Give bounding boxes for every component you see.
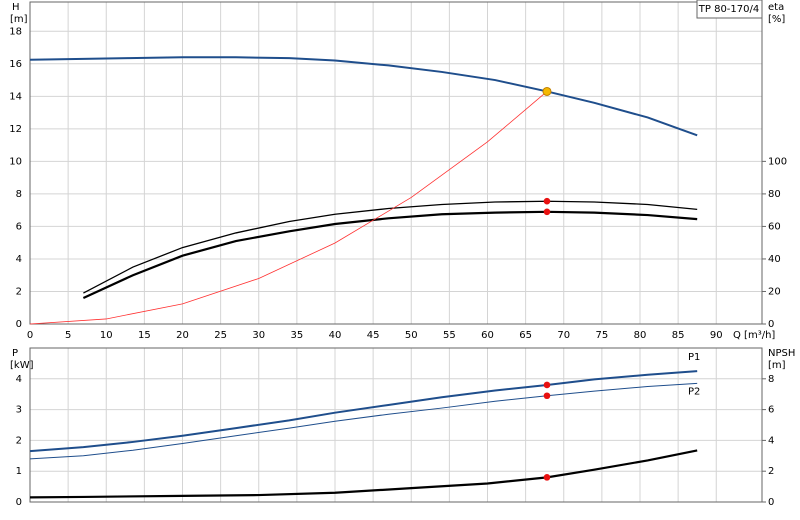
y-tick-label: 4: [16, 254, 22, 265]
y-axis-unit: [kW]: [10, 360, 34, 371]
y-tick-label: 0: [16, 319, 22, 330]
y2-tick-label: 20: [768, 286, 781, 297]
operating-point: [543, 381, 551, 389]
operating-point: [543, 208, 551, 216]
x-tick-label: 60: [481, 330, 494, 341]
x-tick-label: 50: [405, 330, 418, 341]
y2-axis-label: eta: [768, 2, 784, 13]
x-tick-label: 5: [65, 330, 71, 341]
y-tick-label: 8: [16, 189, 22, 200]
y-tick-label: 2: [16, 286, 22, 297]
y2-tick-label: 0: [768, 319, 774, 330]
y-tick-label: 14: [9, 91, 22, 102]
y-tick-label: 12: [9, 124, 22, 135]
y-tick-label: 2: [16, 435, 22, 446]
curve: [29, 449, 698, 499]
operating-point: [543, 474, 551, 481]
curve: [29, 382, 698, 460]
curve: [29, 91, 548, 325]
x-tick-label: 35: [291, 330, 304, 341]
x-tick-label: 30: [252, 330, 265, 341]
x-tick-label: 45: [367, 330, 380, 341]
curve: [83, 200, 698, 294]
y-tick-label: 6: [16, 221, 22, 232]
y-tick-label: 10: [9, 156, 22, 167]
operating-point: [542, 86, 552, 96]
x-tick-label: 80: [634, 330, 647, 341]
y2-tick-label: 80: [768, 189, 781, 200]
x-tick-label: 10: [100, 330, 113, 341]
y-tick-label: 16: [9, 59, 22, 70]
legend-label: P2: [688, 386, 700, 397]
y2-tick-label: 8: [768, 374, 774, 385]
x-tick-label: 20: [176, 330, 189, 341]
y2-axis-unit: [%]: [768, 14, 785, 25]
y-tick-label: 0: [16, 497, 22, 508]
y2-axis-unit: [m]: [768, 360, 786, 371]
curve: [29, 370, 698, 453]
curve: [29, 56, 698, 137]
title-box: [696, 0, 763, 19]
x-tick-label: 15: [138, 330, 151, 341]
y2-tick-label: 100: [768, 156, 787, 167]
operating-point: [543, 197, 551, 205]
y-axis-label: H: [12, 2, 20, 13]
plot-frame: [29, 1, 763, 325]
x-tick-label: 0: [27, 330, 33, 341]
y2-tick-label: 40: [768, 254, 781, 265]
curve: [82, 210, 698, 299]
plot-frame: [29, 347, 763, 503]
x-tick-label: 40: [329, 330, 342, 341]
x-tick-label: 25: [214, 330, 227, 341]
y2-tick-label: 60: [768, 221, 781, 232]
legend-label: P1: [688, 352, 700, 363]
y2-tick-label: 2: [768, 466, 774, 477]
x-tick-label: 90: [710, 330, 723, 341]
y-axis-label: P: [12, 348, 18, 359]
y-tick-label: 1: [16, 466, 22, 477]
y-tick-label: 18: [9, 26, 22, 37]
y2-axis-label: NPSH: [768, 348, 795, 359]
x-axis-label: Q [m³/h]: [733, 330, 775, 341]
x-tick-label: 55: [443, 330, 456, 341]
x-tick-label: 85: [672, 330, 685, 341]
x-tick-label: 75: [596, 330, 609, 341]
y2-tick-label: 0: [768, 497, 774, 508]
y2-tick-label: 4: [768, 435, 774, 446]
y2-tick-label: 6: [768, 405, 774, 416]
chart-title: TP 80-170/4: [698, 4, 759, 15]
x-tick-label: 70: [557, 330, 570, 341]
y-axis-unit: [m]: [10, 14, 28, 25]
y-tick-label: 3: [16, 405, 22, 416]
x-tick-label: 65: [519, 330, 532, 341]
operating-point: [543, 392, 551, 400]
y-tick-label: 4: [16, 374, 22, 385]
